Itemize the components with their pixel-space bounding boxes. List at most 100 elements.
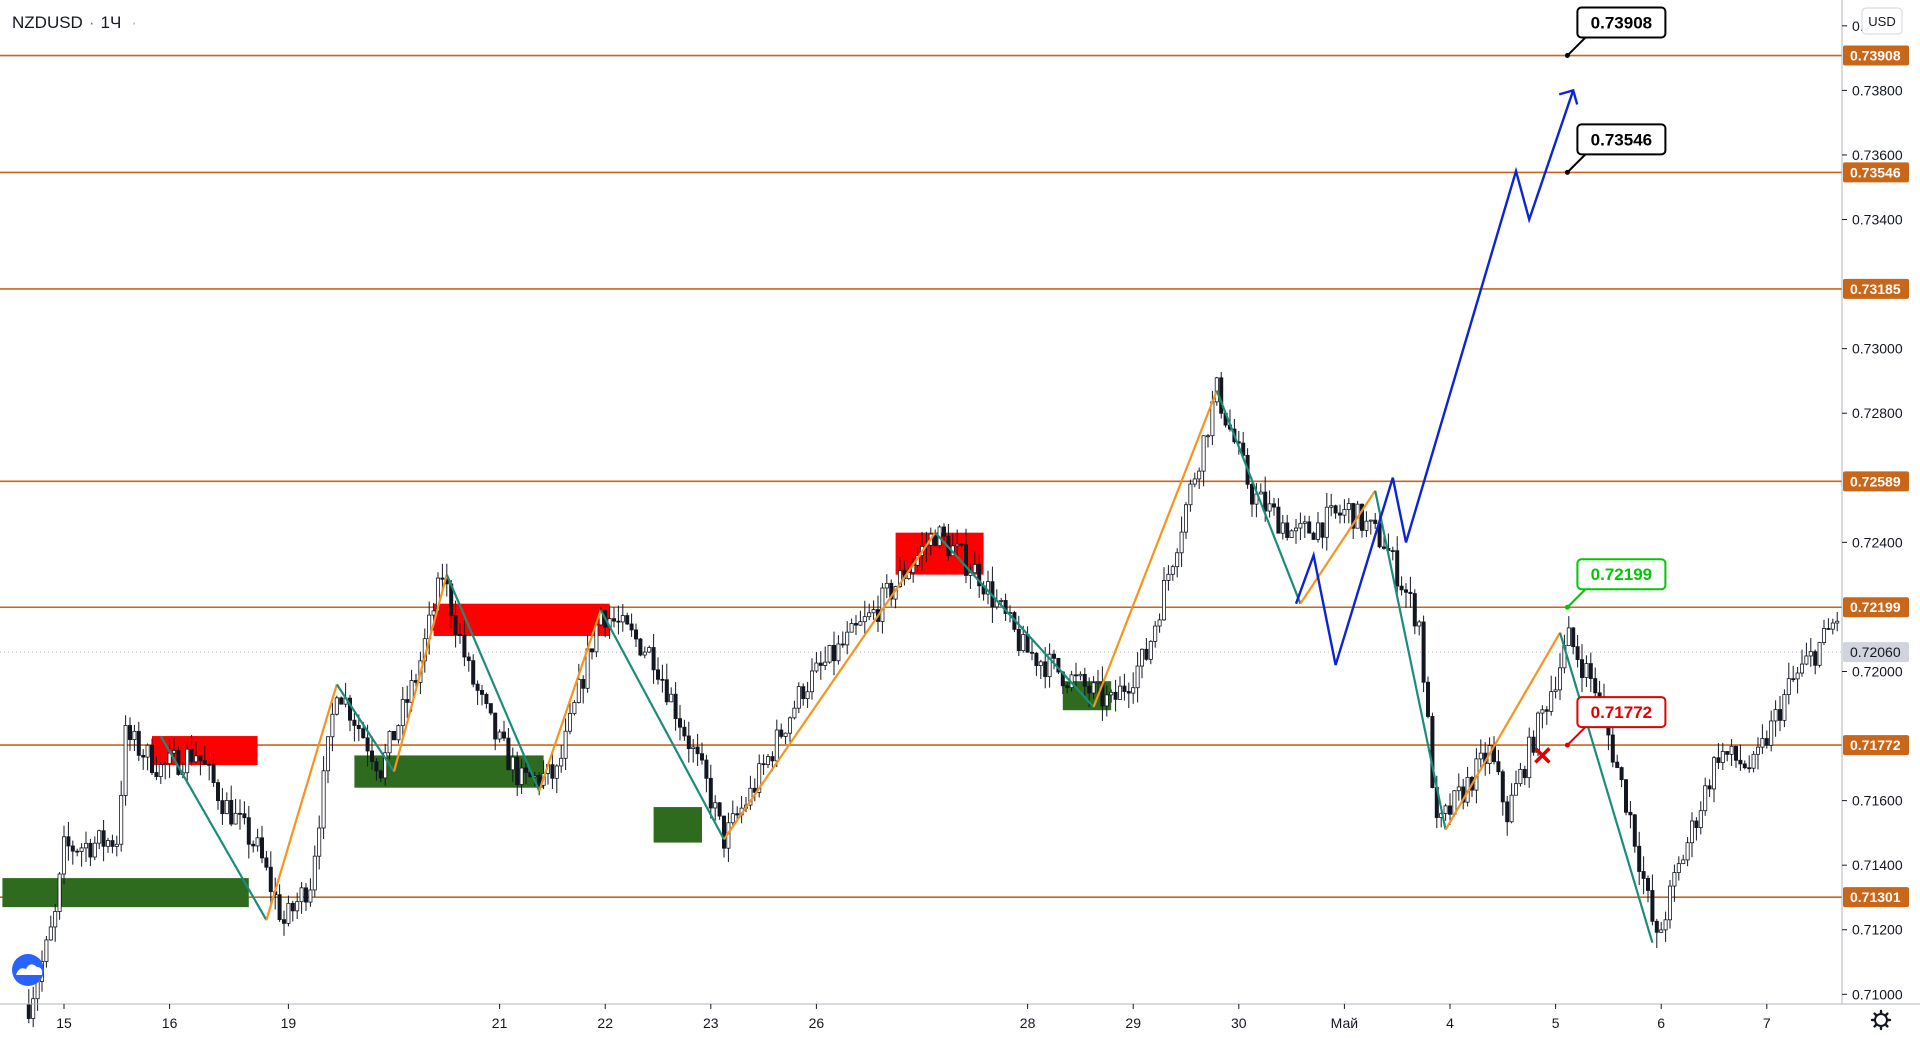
candle-body-down bbox=[1144, 648, 1149, 660]
candle bbox=[141, 749, 146, 770]
gear-icon[interactable] bbox=[1870, 1009, 1892, 1031]
candle-body-down bbox=[1082, 673, 1087, 687]
level-price-tag bbox=[1843, 162, 1909, 183]
candle-body-down bbox=[237, 812, 242, 815]
candle bbox=[792, 700, 797, 720]
candle-body-up bbox=[1153, 625, 1158, 642]
candle-body-up bbox=[1192, 478, 1197, 485]
candle bbox=[127, 717, 132, 751]
candle-body-up bbox=[1672, 872, 1677, 887]
cross-marker-icon bbox=[1534, 747, 1551, 764]
candle bbox=[1553, 676, 1558, 699]
candle-body-down bbox=[1333, 505, 1338, 514]
candle bbox=[1835, 611, 1840, 632]
candle-body-up bbox=[642, 651, 647, 656]
candle-body-down bbox=[1448, 805, 1453, 815]
candle bbox=[1219, 371, 1224, 419]
candle bbox=[1122, 673, 1127, 701]
symbol-title[interactable]: NZDUSD · 1Ч · bbox=[12, 13, 137, 32]
candle bbox=[647, 645, 652, 653]
candle bbox=[854, 615, 859, 636]
candle-body-up bbox=[158, 764, 163, 777]
candle-body-up bbox=[255, 837, 260, 847]
candle-body-down bbox=[246, 817, 251, 845]
price-axis[interactable]: 0.740000.738000.736000.734000.730000.728… bbox=[1842, 18, 1909, 1002]
candle bbox=[1571, 627, 1576, 655]
projection-line bbox=[1294, 90, 1575, 666]
candle-body-down bbox=[1122, 685, 1127, 692]
candle bbox=[616, 605, 621, 635]
candle-body-up bbox=[286, 902, 291, 924]
y-tick-label: 0.73800 bbox=[1852, 82, 1903, 98]
time-axis[interactable]: 15 16 19 21 22 23 26 28 29 30 Май 4 5 6 7 bbox=[56, 1004, 1771, 1031]
candle-body-down bbox=[1505, 801, 1510, 823]
candle-body-up bbox=[792, 707, 797, 719]
candle-body-down bbox=[752, 787, 757, 793]
candle-body-up bbox=[1817, 642, 1822, 666]
candle-body-up bbox=[1729, 745, 1734, 755]
candle-body-up bbox=[669, 693, 674, 703]
x-tick-label: Май bbox=[1331, 1015, 1358, 1031]
candle-body-up bbox=[1346, 503, 1351, 510]
candle-body-down bbox=[101, 830, 106, 847]
candle-body-down bbox=[515, 756, 520, 785]
candle bbox=[1408, 576, 1413, 608]
candle bbox=[810, 658, 815, 700]
candle bbox=[295, 892, 300, 920]
candle bbox=[717, 802, 722, 820]
candle bbox=[1830, 618, 1835, 635]
currency-badge[interactable] bbox=[1861, 7, 1903, 35]
candle-body-up bbox=[497, 731, 502, 740]
candle-body-down bbox=[1030, 651, 1035, 654]
candle bbox=[369, 736, 374, 770]
candle bbox=[1399, 576, 1404, 596]
candle-body-up bbox=[1368, 519, 1373, 522]
level-price-tag bbox=[1843, 597, 1909, 618]
candle-body-down bbox=[154, 772, 159, 777]
candle-body-up bbox=[1170, 566, 1175, 575]
candle-body-down bbox=[149, 744, 154, 773]
candle bbox=[233, 798, 238, 825]
x-tick-label: 7 bbox=[1763, 1015, 1771, 1031]
candle bbox=[964, 528, 969, 584]
candle-body-up bbox=[1663, 919, 1668, 931]
candle bbox=[1179, 516, 1184, 568]
candle-body-down bbox=[1624, 779, 1629, 813]
candle-body-up bbox=[1830, 622, 1835, 630]
candle-body-up bbox=[783, 732, 788, 737]
candle-body-down bbox=[1276, 506, 1281, 534]
candle-body-up bbox=[1364, 520, 1369, 531]
candle-body-up bbox=[1118, 685, 1123, 700]
candle-body-up bbox=[810, 670, 815, 693]
candle-body-up bbox=[1109, 691, 1114, 696]
candle-body-up bbox=[1157, 619, 1162, 627]
x-tick-label: 6 bbox=[1657, 1015, 1665, 1031]
candle bbox=[1650, 874, 1655, 926]
candle bbox=[942, 523, 947, 541]
candle-body-up bbox=[1091, 682, 1096, 694]
candle bbox=[1188, 479, 1193, 512]
candle bbox=[53, 903, 58, 942]
candle-body-down bbox=[1707, 785, 1712, 790]
candle bbox=[1800, 649, 1805, 677]
candle bbox=[1544, 706, 1549, 725]
candle bbox=[1307, 515, 1312, 534]
candle bbox=[757, 754, 762, 798]
candle-body-down bbox=[1641, 871, 1646, 879]
candle bbox=[1351, 502, 1356, 540]
candle-body-down bbox=[1404, 589, 1409, 593]
candle-body-up bbox=[1822, 628, 1827, 643]
candle-body-down bbox=[735, 813, 740, 816]
candle-body-up bbox=[1021, 634, 1026, 652]
candle-body-up bbox=[1756, 746, 1761, 755]
candle bbox=[1729, 739, 1734, 766]
candle-body-down bbox=[1250, 483, 1255, 505]
x-tick-label: 15 bbox=[56, 1015, 72, 1031]
candle bbox=[1716, 743, 1721, 770]
candle bbox=[1478, 739, 1483, 771]
candle-body-down bbox=[678, 718, 683, 728]
candle-body-up bbox=[510, 756, 515, 771]
candle-body-up bbox=[1681, 859, 1686, 865]
candle bbox=[1148, 640, 1153, 665]
